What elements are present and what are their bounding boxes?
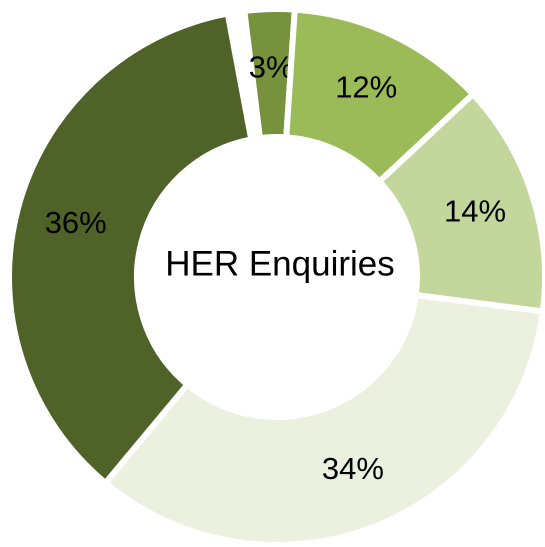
donut-segment xyxy=(6,10,255,488)
chart-title: HER Enquiries xyxy=(165,244,395,283)
donut-segment xyxy=(101,291,545,547)
data-label: 3% xyxy=(249,49,294,84)
data-label: 36% xyxy=(45,205,107,240)
donut-segment xyxy=(375,89,545,315)
data-label: 14% xyxy=(444,194,506,229)
data-label: 34% xyxy=(322,451,384,486)
data-label: 12% xyxy=(335,69,397,104)
